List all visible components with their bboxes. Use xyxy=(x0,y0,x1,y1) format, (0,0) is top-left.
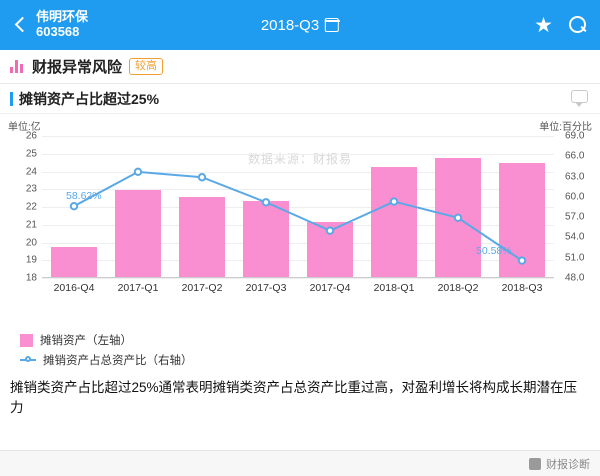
risk-header: 财报异常风险 较高 xyxy=(0,50,600,84)
chart: 单位:亿 单位:百分比 数据来源：财报易 18 19 20 21 22 23 24 25 26 … xyxy=(0,114,600,324)
y-tick-right: 60.0 xyxy=(565,191,585,203)
bottom-bar-label: 财报诊断 xyxy=(546,458,590,471)
gridline xyxy=(42,278,554,279)
chart-legend: 摊销资产（左轴） 摊销资产占总资产比（右轴） xyxy=(0,324,600,370)
back-icon[interactable] xyxy=(12,16,30,34)
stock-info[interactable]: 伟明环保 603568 xyxy=(36,9,89,40)
period-label: 2018-Q3 xyxy=(260,16,320,34)
y-tick-left: 20 xyxy=(25,237,37,248)
y-tick-left: 18 xyxy=(25,272,37,284)
unit-right-label: 单位:百分比 xyxy=(539,122,592,133)
line-point-2018-Q3 xyxy=(519,257,525,263)
footnote-text: 摊销类资产占比超过25%通常表明摊销类资产占总资产比重过高，对盈利增长将构成长期… xyxy=(10,380,578,416)
star-icon[interactable]: ★ xyxy=(534,13,553,37)
stock-code: 603568 xyxy=(36,24,80,39)
bar-chart-icon xyxy=(10,60,25,73)
bottom-bar: 财报诊断 xyxy=(0,450,600,476)
legend-label-line: 摊销资产占总资产比（右轴） xyxy=(43,355,193,367)
plot-area xyxy=(42,136,554,279)
line-point-2017-Q1 xyxy=(135,169,141,175)
gridline xyxy=(42,260,554,262)
legend-item-line: 摊销资产占总资产比（右轴） xyxy=(20,350,600,370)
section-title: 摊销资产占比超过25% xyxy=(19,90,160,107)
y-axis-left: 18 19 20 21 22 23 24 25 26 xyxy=(4,131,40,284)
header-actions: ★ xyxy=(534,15,588,36)
x-tick-label: 2017-Q1 xyxy=(117,282,159,294)
line-point-2017-Q4 xyxy=(327,227,333,233)
gridline xyxy=(42,153,554,155)
x-tick-label: 2017-Q2 xyxy=(181,282,223,294)
calendar-icon[interactable] xyxy=(324,18,340,32)
period-selector[interactable]: 2018-Q3 xyxy=(260,16,340,34)
stock-name: 伟明环保 xyxy=(36,9,89,25)
chart-watermark: 数据来源：财报易 xyxy=(247,152,353,166)
y-tick-right: 66.0 xyxy=(565,150,585,162)
y-tick-left: 23 xyxy=(25,183,37,195)
y-tick-right: 69.0 xyxy=(565,130,585,142)
y-tick-left: 22 xyxy=(25,201,37,213)
section-header: 摊销资产占比超过25% xyxy=(0,84,600,114)
line-path xyxy=(74,172,522,261)
y-tick-right: 48.0 xyxy=(565,272,585,284)
legend-swatch-bar xyxy=(20,333,33,347)
app-header: 伟明环保 603568 2018-Q3 ★ xyxy=(0,0,600,50)
y-tick-left: 25 xyxy=(25,148,37,160)
data-point-label: 50.58% xyxy=(476,244,512,257)
y-tick-right: 51.0 xyxy=(565,252,585,264)
gridline xyxy=(42,171,554,173)
gridline xyxy=(42,242,554,244)
x-tick-label: 2017-Q4 xyxy=(309,282,351,294)
data-point-label: 58.62% xyxy=(66,190,102,203)
line-point-2016-Q4 xyxy=(71,203,77,209)
x-axis-labels: 2016-Q4 2017-Q1 2017-Q2 2017-Q3 2017-Q4 2018-… xyxy=(42,282,554,300)
search-icon[interactable] xyxy=(569,15,588,35)
status-badge: 较高 xyxy=(129,57,164,76)
legend-item-bar: 摊销资产（左轴） xyxy=(20,330,600,350)
comment-bubble-icon[interactable] xyxy=(571,90,588,107)
y-tick-right: 63.0 xyxy=(565,171,585,183)
x-tick-label: 2016-Q4 xyxy=(53,282,95,294)
bar-2017-Q3 xyxy=(243,200,289,277)
bar-2017-Q2 xyxy=(179,197,225,277)
app-logo-icon xyxy=(529,457,541,470)
legend-label-bar: 摊销资产（左轴） xyxy=(40,335,132,347)
line-point-2017-Q2 xyxy=(199,174,205,180)
y-tick-left: 21 xyxy=(25,219,37,231)
x-tick-label: 2018-Q1 xyxy=(373,282,415,294)
y-tick-right: 57.0 xyxy=(565,211,585,223)
risk-title: 财报异常风险 xyxy=(32,59,123,76)
x-tick-label: 2017-Q3 xyxy=(245,282,287,294)
line-point-2018-Q1 xyxy=(391,198,397,204)
bar-2017-Q1 xyxy=(115,190,161,277)
y-tick-right: 54.0 xyxy=(565,231,585,243)
legend-swatch-line xyxy=(20,355,36,365)
gridline xyxy=(42,189,554,191)
axis-baseline xyxy=(42,277,554,278)
y-axis-right: 48.0 51.0 54.0 57.0 60.0 63.0 66.0 69.0 xyxy=(562,131,598,284)
bar-2016-Q4 xyxy=(51,246,97,277)
accent-divider xyxy=(10,91,13,106)
y-tick-left: 19 xyxy=(25,254,37,266)
gridline xyxy=(42,136,554,137)
line-point-2017-Q3 xyxy=(263,199,269,205)
y-tick-left: 24 xyxy=(25,166,37,177)
gridline xyxy=(42,207,554,208)
gridline xyxy=(42,224,554,226)
x-tick-label: 2018-Q3 xyxy=(501,282,543,294)
line-point-2018-Q2 xyxy=(455,215,461,221)
unit-left-label: 单位:亿 xyxy=(8,122,41,133)
bar-2018-Q1 xyxy=(371,166,417,277)
x-tick-label: 2018-Q2 xyxy=(437,282,479,294)
y-tick-left: 26 xyxy=(25,130,37,142)
line-series-layer xyxy=(42,136,554,278)
